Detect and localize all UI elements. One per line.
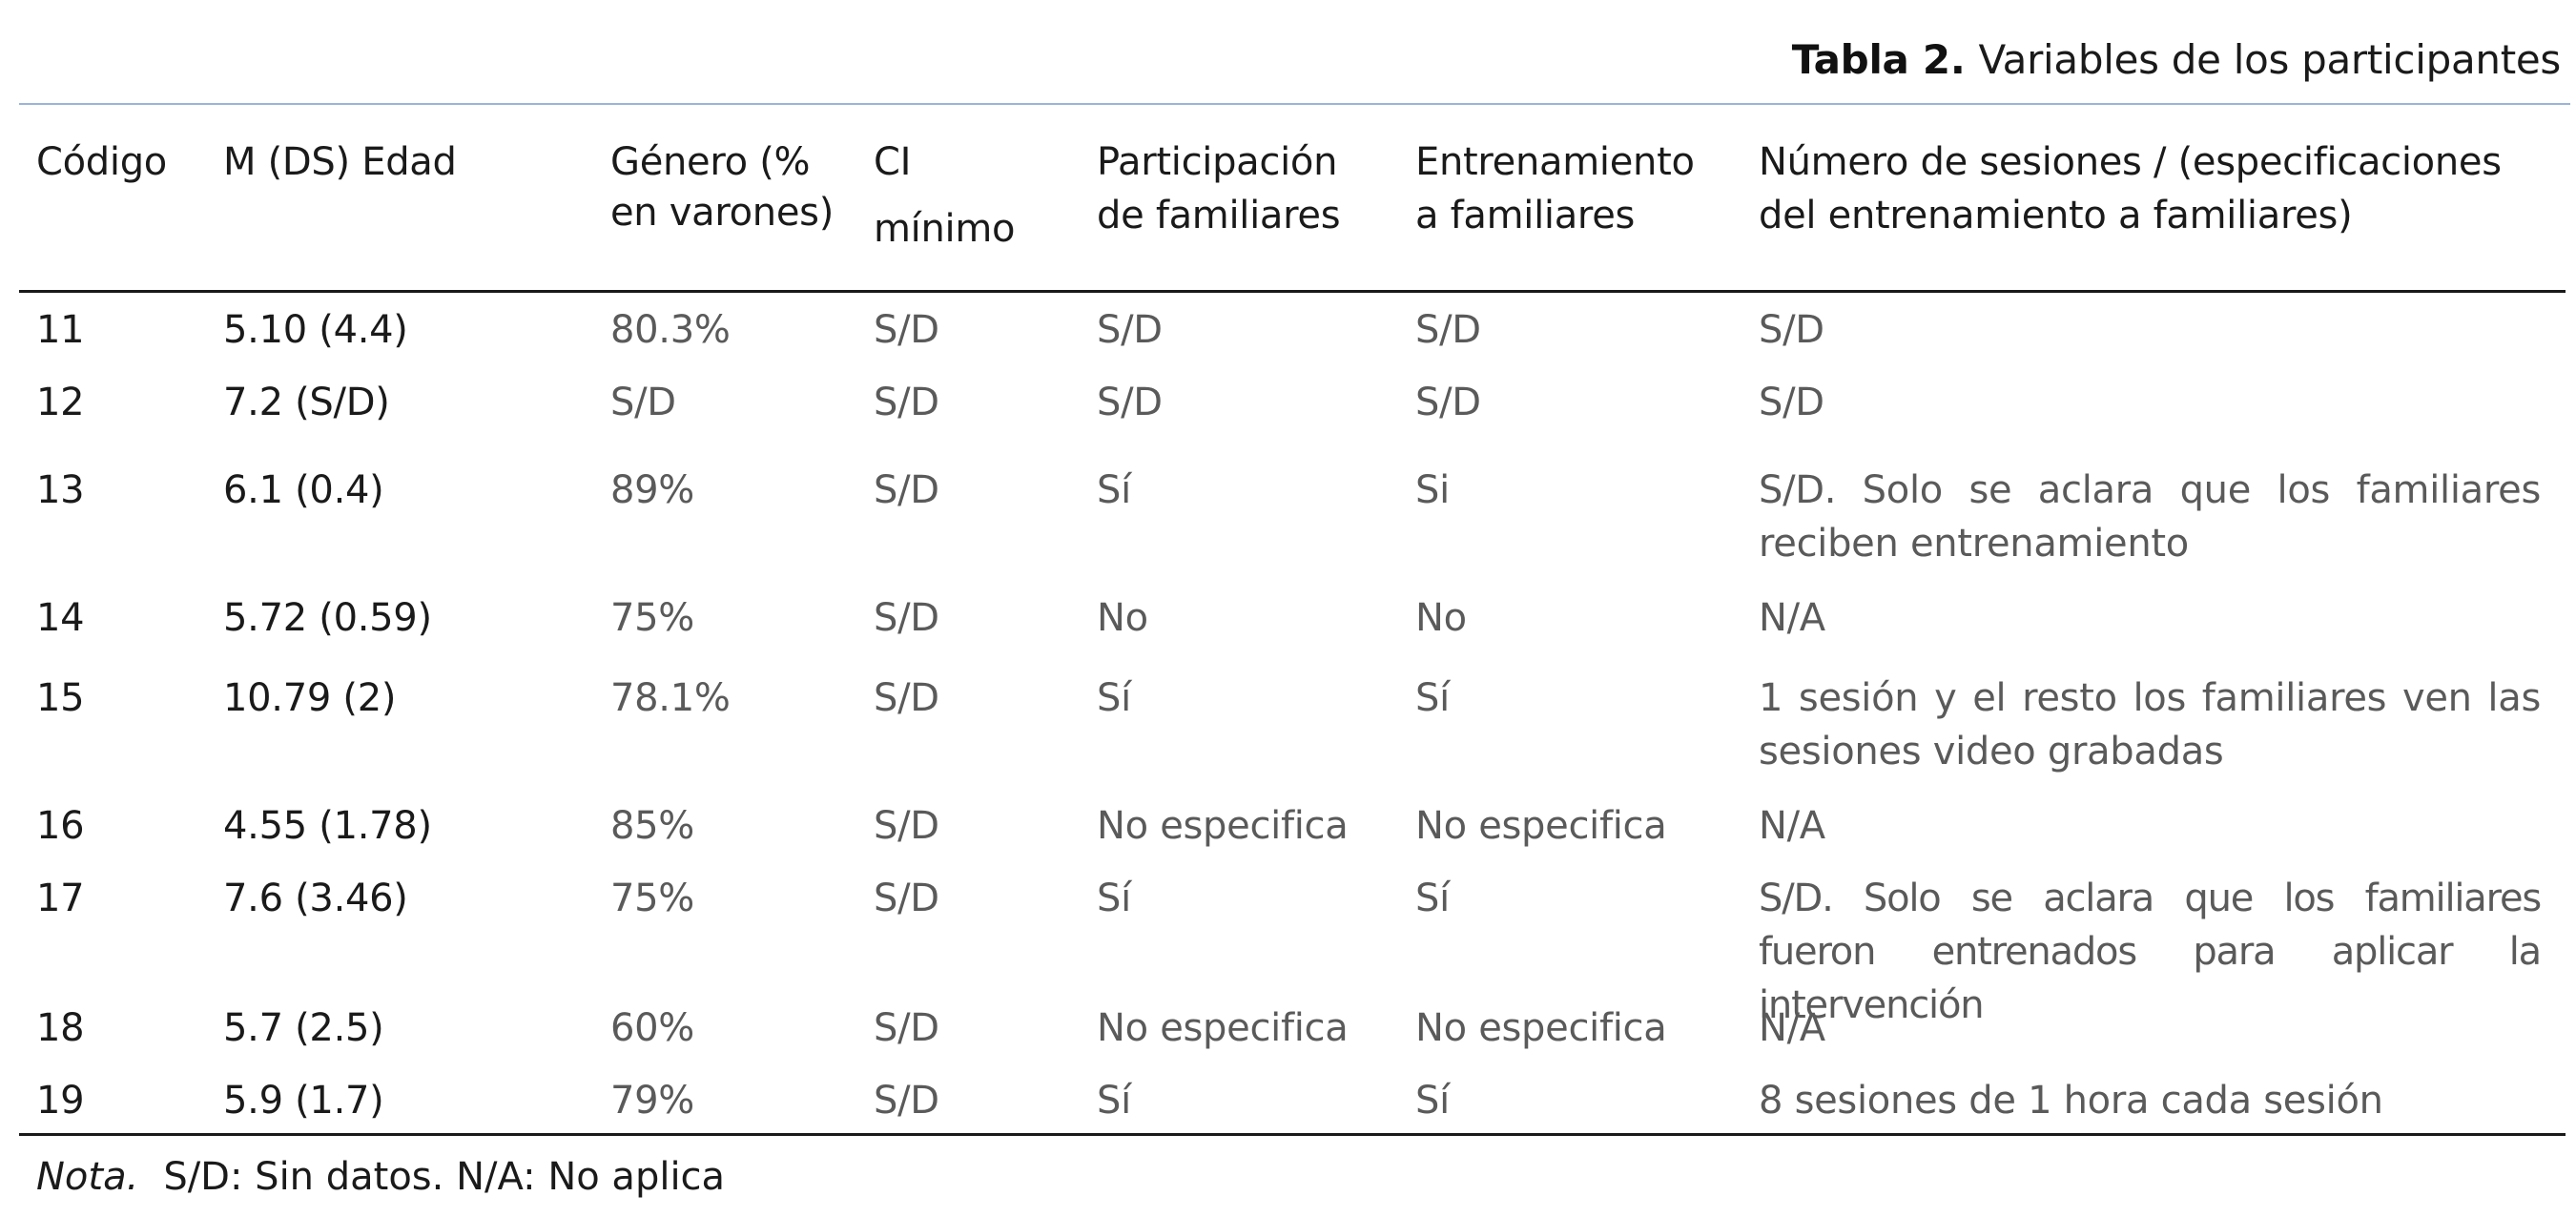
cell-ci: S/D xyxy=(874,1006,939,1050)
cell-code: 18 xyxy=(36,1006,85,1050)
cell-ci: S/D xyxy=(874,676,939,720)
cell-gender: S/D xyxy=(610,381,676,424)
cell-code: 19 xyxy=(36,1079,85,1123)
cell-code: 11 xyxy=(36,308,85,352)
header-sessions-line1: Número de sesiones / (especificaciones xyxy=(1759,140,2502,184)
cell-code: 15 xyxy=(36,676,85,720)
caption-divider xyxy=(19,103,2570,105)
cell-age: 7.2 (S/D) xyxy=(223,381,390,424)
cell-code: 14 xyxy=(36,596,85,640)
header-rule xyxy=(19,290,2566,293)
cell-gender: 79% xyxy=(610,1079,695,1123)
header-ci-line1: CI xyxy=(874,140,912,184)
cell-code: 16 xyxy=(36,804,85,848)
cell-age: 5.9 (1.7) xyxy=(223,1079,384,1123)
cell-ci: S/D xyxy=(874,804,939,848)
caption-label: Tabla 2. xyxy=(1791,36,1966,83)
cell-training: S/D xyxy=(1415,381,1481,424)
cell-participation: No especifica xyxy=(1097,1006,1349,1050)
cell-ci: S/D xyxy=(874,308,939,352)
header-code: Código xyxy=(36,140,167,184)
cell-participation: No xyxy=(1097,596,1148,640)
caption-title: Variables de los participantes xyxy=(1978,36,2561,83)
cell-age: 6.1 (0.4) xyxy=(223,468,384,512)
cell-sessions: 8 sesiones de 1 hora cada sesión xyxy=(1759,1079,2383,1123)
cell-age: 5.7 (2.5) xyxy=(223,1006,384,1050)
note-text: S/D: Sin datos. N/A: No aplica xyxy=(163,1155,726,1199)
cell-participation: Sí xyxy=(1097,1079,1131,1123)
cell-participation: S/D xyxy=(1097,308,1163,352)
cell-participation: Sí xyxy=(1097,877,1131,920)
cell-ci: S/D xyxy=(874,877,939,920)
cell-participation: No especifica xyxy=(1097,804,1349,848)
cell-code: 13 xyxy=(36,468,85,512)
cell-gender: 60% xyxy=(610,1006,695,1050)
cell-training: No especifica xyxy=(1415,1006,1667,1050)
cell-sessions: 1 sesión y el resto los familiares ven l… xyxy=(1759,676,2541,774)
cell-sessions: N/A xyxy=(1759,1006,1825,1050)
table-caption: Tabla 2. Variables de los participantes xyxy=(1791,36,2562,83)
header-training-line2: a familiares xyxy=(1415,194,1636,237)
cell-gender: 85% xyxy=(610,804,695,848)
header-gender-line2: en varones) xyxy=(610,191,835,235)
cell-code: 12 xyxy=(36,381,85,424)
cell-sessions: S/D xyxy=(1759,308,1824,352)
header-ci-line2: mínimo xyxy=(874,207,1016,251)
cell-training: Sí xyxy=(1415,1079,1450,1123)
cell-training: Sí xyxy=(1415,676,1450,720)
cell-training: Sí xyxy=(1415,877,1450,920)
cell-ci: S/D xyxy=(874,1079,939,1123)
cell-age: 4.55 (1.78) xyxy=(223,804,432,848)
header-gender-line1: Género (% xyxy=(610,140,811,184)
cell-age: 7.6 (3.46) xyxy=(223,877,408,920)
table-bottom-rule xyxy=(19,1133,2566,1136)
table-note: Nota. S/D: Sin datos. N/A: No aplica xyxy=(36,1150,725,1204)
note-label: Nota. xyxy=(36,1155,139,1199)
header-sessions-line2: del entrenamiento a familiares) xyxy=(1759,194,2353,237)
cell-sessions: S/D xyxy=(1759,381,1824,424)
cell-age: 5.72 (0.59) xyxy=(223,596,432,640)
cell-gender: 80.3% xyxy=(610,308,731,352)
cell-gender: 75% xyxy=(610,877,695,920)
cell-ci: S/D xyxy=(874,381,939,424)
cell-training: Si xyxy=(1415,468,1450,512)
cell-code: 17 xyxy=(36,877,85,920)
cell-training: No especifica xyxy=(1415,804,1667,848)
header-participation-line1: Participación xyxy=(1097,140,1338,184)
cell-training: No xyxy=(1415,596,1467,640)
cell-age: 10.79 (2) xyxy=(223,676,397,720)
cell-participation: S/D xyxy=(1097,381,1163,424)
cell-gender: 78.1% xyxy=(610,676,731,720)
cell-sessions: S/D. Solo se aclara que los familiares r… xyxy=(1759,468,2541,566)
cell-participation: Sí xyxy=(1097,676,1131,720)
cell-gender: 89% xyxy=(610,468,695,512)
cell-sessions: S/D. Solo se aclara que los familiares f… xyxy=(1759,877,2542,1027)
cell-sessions: N/A xyxy=(1759,804,1825,848)
header-training-line1: Entrenamiento xyxy=(1415,140,1695,184)
cell-training: S/D xyxy=(1415,308,1481,352)
cell-sessions: N/A xyxy=(1759,596,1825,640)
cell-participation: Sí xyxy=(1097,468,1131,512)
cell-ci: S/D xyxy=(874,596,939,640)
cell-age: 5.10 (4.4) xyxy=(223,308,408,352)
cell-gender: 75% xyxy=(610,596,695,640)
header-participation-line2: de familiares xyxy=(1097,194,1341,237)
header-age: M (DS) Edad xyxy=(223,140,457,184)
cell-ci: S/D xyxy=(874,468,939,512)
